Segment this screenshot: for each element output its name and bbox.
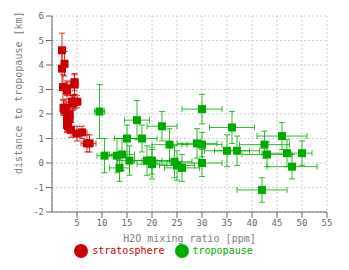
svg-text:0: 0 [39, 158, 44, 168]
html-text:tropopause: tropopause [192, 245, 253, 256]
svg-text:distance to tropopause [km]: distance to tropopause [km] [13, 11, 24, 174]
svg-text:55: 55 [322, 218, 333, 228]
svg-text:10: 10 [97, 218, 108, 228]
svg-text:50: 50 [297, 218, 308, 228]
svg-text:25: 25 [172, 218, 183, 228]
svg-text:2: 2 [39, 109, 44, 119]
svg-text:3: 3 [39, 85, 44, 95]
svg-text:15: 15 [122, 218, 133, 228]
svg-text:-1: -1 [33, 183, 44, 193]
svg-text:30: 30 [197, 218, 208, 228]
svg-text:6: 6 [39, 11, 44, 21]
svg-text:35: 35 [222, 218, 233, 228]
svg-text:5: 5 [74, 218, 79, 228]
svg-text:-2: -2 [33, 207, 44, 217]
svg-text:H2O mixing ratio [ppm]: H2O mixing ratio [ppm] [123, 233, 255, 244]
svg-text:45: 45 [272, 218, 283, 228]
svg-text:20: 20 [147, 218, 158, 228]
svg-text:4: 4 [39, 60, 44, 70]
svg-text:5: 5 [39, 36, 44, 46]
svg-text:1: 1 [39, 134, 44, 144]
html-text:stratosphere: stratosphere [92, 245, 165, 256]
svg-text:40: 40 [247, 218, 258, 228]
